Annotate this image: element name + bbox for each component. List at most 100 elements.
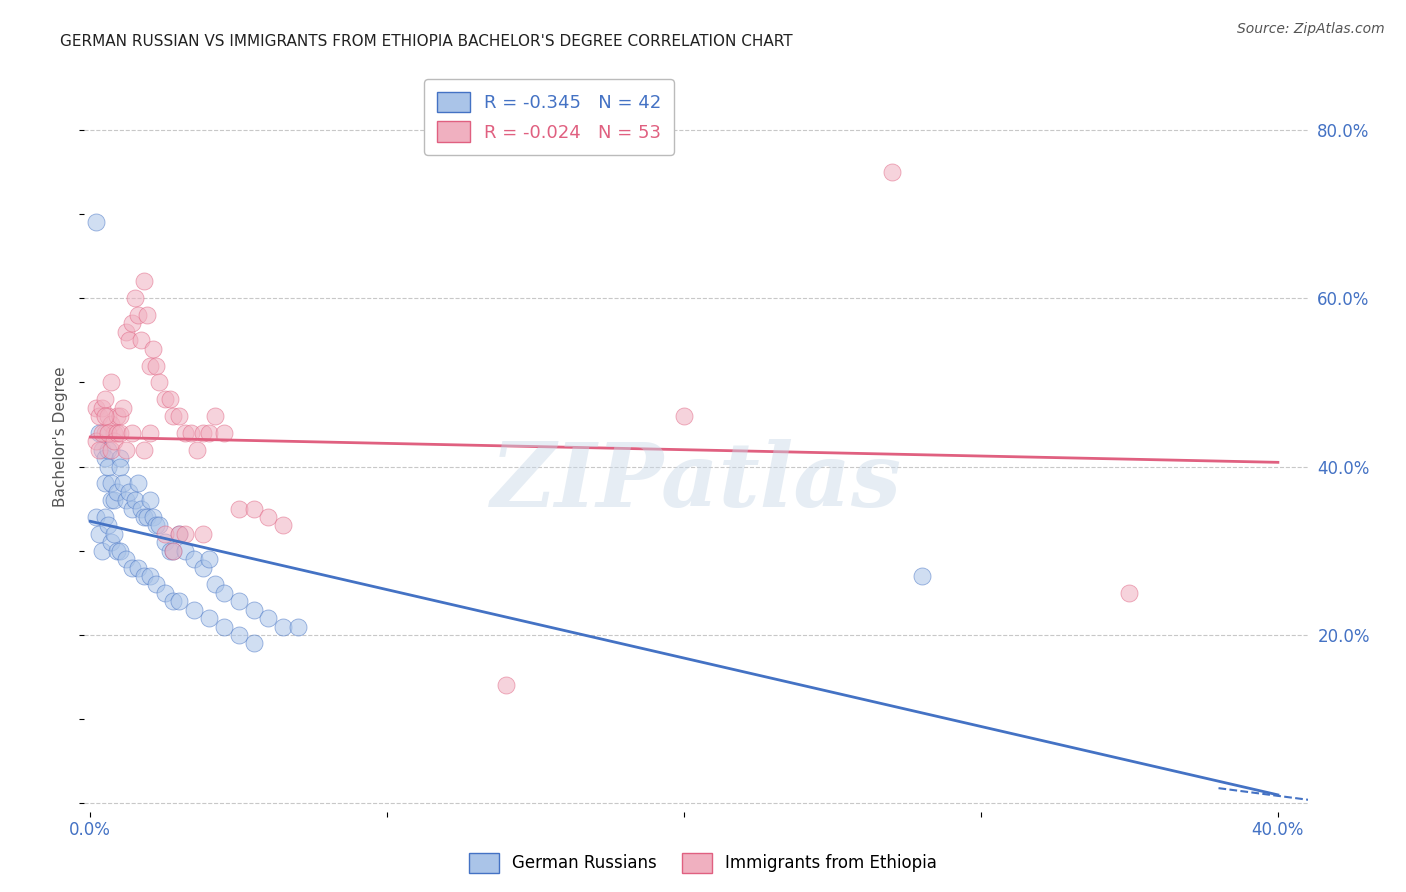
Point [127, 560, 149, 574]
Point [132, 442, 155, 457]
Point [162, 543, 184, 558]
Point [228, 501, 250, 516]
Point [142, 510, 165, 524]
Point [204, 409, 226, 423]
Point [212, 425, 235, 440]
Point [198, 611, 221, 625]
Point [115, 325, 138, 339]
Point [97, 425, 120, 440]
Point [105, 543, 128, 558]
Point [138, 569, 160, 583]
Y-axis label: Bachelor's Degree: Bachelor's Degree [53, 367, 69, 508]
Point [103, 527, 125, 541]
Point [271, 619, 294, 633]
Point [257, 510, 280, 524]
Point [132, 274, 155, 288]
Point [174, 425, 197, 440]
Point [100, 376, 122, 390]
Text: GERMAN RUSSIAN VS IMMIGRANTS FROM ETHIOPIA BACHELOR'S DEGREE CORRELATION CHART: GERMAN RUSSIAN VS IMMIGRANTS FROM ETHIOP… [60, 34, 793, 49]
Point [89, 425, 111, 440]
Point [100, 442, 122, 457]
Point [183, 552, 205, 566]
Point [242, 501, 264, 516]
Point [105, 425, 128, 440]
Point [111, 401, 134, 415]
Point [121, 425, 143, 440]
Point [169, 527, 191, 541]
Point [129, 501, 152, 516]
Point [100, 417, 122, 432]
Point [287, 619, 309, 633]
Point [148, 518, 170, 533]
Point [180, 425, 202, 440]
Point [89, 442, 111, 457]
Point [84, 215, 107, 229]
Point [169, 527, 191, 541]
Point [495, 678, 517, 692]
Point [108, 459, 131, 474]
Point [198, 425, 221, 440]
Point [142, 342, 165, 356]
Point [100, 493, 122, 508]
Point [204, 577, 226, 591]
Point [84, 401, 107, 415]
Point [191, 560, 214, 574]
Point [138, 493, 160, 508]
Point [94, 425, 117, 440]
Point [162, 543, 184, 558]
Point [159, 392, 181, 407]
Point [124, 291, 146, 305]
Point [97, 459, 120, 474]
Point [103, 493, 125, 508]
Point [212, 619, 235, 633]
Point [129, 333, 152, 347]
Point [89, 409, 111, 423]
Point [84, 510, 107, 524]
Point [115, 493, 138, 508]
Point [115, 552, 138, 566]
Point [212, 586, 235, 600]
Point [127, 476, 149, 491]
Point [153, 535, 176, 549]
Point [153, 527, 176, 541]
Point [174, 527, 197, 541]
Point [127, 308, 149, 322]
Point [97, 409, 120, 423]
Point [191, 527, 214, 541]
Point [91, 401, 114, 415]
Point [97, 518, 120, 533]
Point [108, 425, 131, 440]
Point [145, 577, 167, 591]
Point [89, 527, 111, 541]
Point [100, 535, 122, 549]
Point [1118, 586, 1140, 600]
Point [111, 476, 134, 491]
Point [94, 451, 117, 466]
Point [100, 476, 122, 491]
Point [257, 611, 280, 625]
Point [145, 359, 167, 373]
Point [91, 543, 114, 558]
Point [198, 552, 221, 566]
Point [191, 425, 214, 440]
Point [153, 392, 176, 407]
Point [91, 425, 114, 440]
Point [118, 333, 141, 347]
Point [145, 518, 167, 533]
Point [271, 518, 294, 533]
Text: ZIPatlas: ZIPatlas [491, 439, 901, 525]
Point [153, 586, 176, 600]
Legend: German Russians, Immigrants from Ethiopia: German Russians, Immigrants from Ethiopi… [463, 847, 943, 880]
Point [228, 628, 250, 642]
Point [135, 308, 157, 322]
Point [108, 451, 131, 466]
Point [94, 510, 117, 524]
Point [108, 543, 131, 558]
Point [105, 484, 128, 499]
Point [115, 442, 138, 457]
Point [84, 434, 107, 449]
Point [162, 594, 184, 608]
Point [183, 602, 205, 616]
Point [121, 560, 143, 574]
Point [162, 409, 184, 423]
